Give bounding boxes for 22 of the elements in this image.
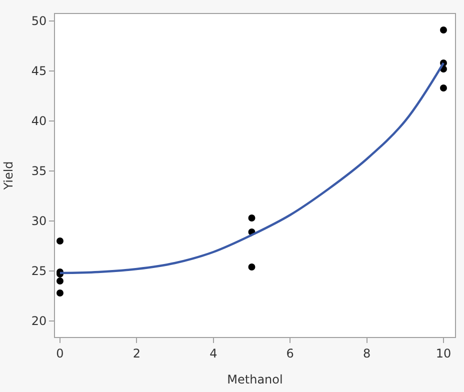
x-tick-label: 0 [56, 346, 64, 360]
y-tick-label: 45 [31, 64, 47, 78]
point [440, 26, 447, 34]
point [56, 278, 64, 284]
y-tick-label: 25 [31, 264, 47, 278]
x-tick-label: 10 [436, 346, 452, 360]
x-tick-label: 4 [210, 346, 218, 360]
x-tick-label: 2 [132, 346, 141, 360]
y-axis-title: Yield [2, 161, 16, 191]
x-tick-label: 8 [362, 346, 371, 360]
point [56, 238, 64, 244]
y-tick-label: 30 [31, 214, 47, 228]
y-tick-label: 35 [31, 164, 47, 178]
y-tick-label: 40 [31, 114, 47, 128]
point [56, 290, 64, 296]
point [248, 264, 256, 270]
y-tick-label: 50 [31, 14, 47, 28]
point [440, 84, 447, 92]
x-tick-label: 6 [286, 346, 294, 360]
x-axis-title: Methanol [227, 372, 283, 386]
y-tick-label: 20 [31, 314, 47, 328]
point [248, 214, 256, 222]
